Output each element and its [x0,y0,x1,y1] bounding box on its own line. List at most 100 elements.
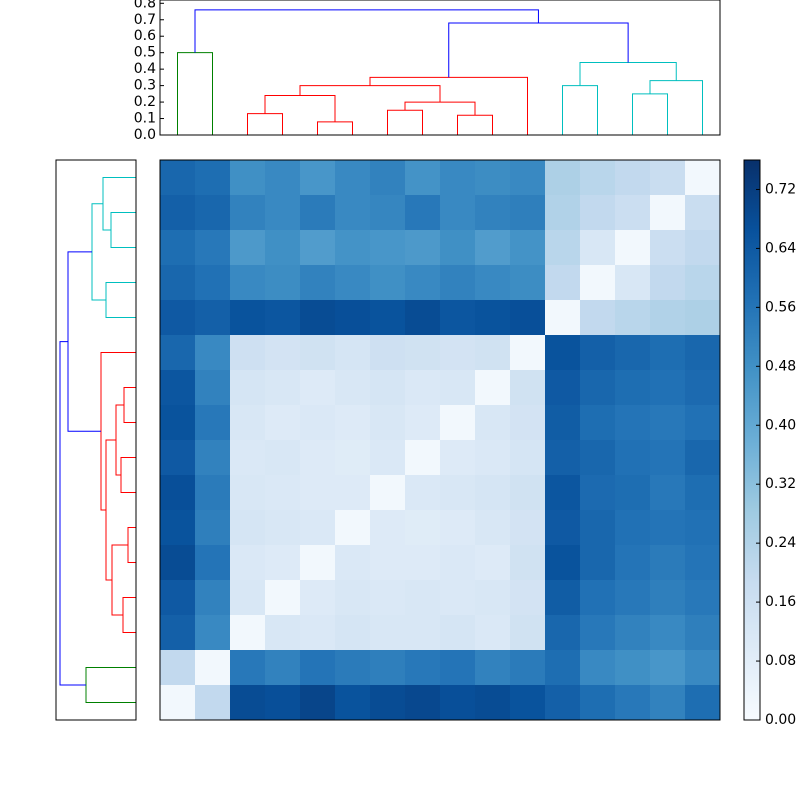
heatmap-frame [159,159,721,721]
heatmap-cell [335,475,371,511]
heatmap-cell [370,510,406,546]
heatmap-cell [265,615,301,651]
heatmap-cell [160,650,196,686]
left-dendrogram-link [91,203,106,301]
heatmap-cell [615,300,651,336]
heatmap-cell [265,230,301,266]
heatmap-cell [580,405,616,441]
heatmap-cell [405,335,441,371]
heatmap-cell [405,265,441,301]
left-dendrogram-link [115,404,124,476]
left-dendrogram-link [123,387,136,423]
heatmap-cell [230,335,266,371]
heatmap-cell [650,615,686,651]
heatmap-cell [475,335,511,371]
heatmap-cell [265,405,301,441]
heatmap-cell [545,300,581,336]
left-dendrogram-link [59,341,86,686]
heatmap-cell [370,405,406,441]
heatmap-cell [615,370,651,406]
heatmap-cell [650,545,686,581]
heatmap-cell [300,580,336,616]
heatmap-cell [160,265,196,301]
heatmap-cell [230,685,266,721]
heatmap-cell [265,545,301,581]
heatmap-cell [475,230,511,266]
heatmap-cell [370,300,406,336]
heatmap-cell [335,300,371,336]
heatmap-cell [335,685,371,721]
heatmap-cell [405,475,441,511]
heatmap-cell [510,265,546,301]
heatmap-cell [300,405,336,441]
top-dendrogram-link [562,85,598,135]
heatmap-cell [370,195,406,231]
heatmap-cell [580,545,616,581]
heatmap-cell [160,440,196,476]
heatmap-cell [265,510,301,546]
top-dendrogram-link [317,121,353,135]
heatmap-cell [370,230,406,266]
colorbar-tick-label: 0.16 [765,594,796,610]
heatmap-cell [510,545,546,581]
heatmap-cell [545,650,581,686]
heatmap-cell [160,615,196,651]
heatmap-cell [580,370,616,406]
heatmap-cell [650,580,686,616]
heatmap-cell [160,580,196,616]
top-dendrogram-link [632,93,668,135]
heatmap-cell [510,510,546,546]
heatmap-cell [335,580,371,616]
heatmap-cell [685,230,721,266]
heatmap-cell [440,265,476,301]
left-dendrogram-link [122,597,136,633]
y-tick-label: 0.3 [134,78,156,94]
heatmap-cell [300,370,336,406]
top-dendrogram-link [448,22,629,78]
heatmap-cell [265,265,301,301]
heatmap-cell [335,650,371,686]
heatmap-cell [580,510,616,546]
heatmap-cell [335,335,371,371]
heatmap-cell [195,230,231,266]
heatmap-cell [300,650,336,686]
heatmap-cell [335,230,371,266]
colorbar-tick-label: 0.40 [765,417,796,433]
heatmap-cell [405,650,441,686]
heatmap-cell [160,195,196,231]
heatmap-cell [615,440,651,476]
heatmap-cell [265,685,301,721]
heatmap-cell [685,195,721,231]
colorbar-tick-label: 0.56 [765,299,796,315]
heatmap-cell [545,510,581,546]
heatmap-cell [265,300,301,336]
heatmap-cell [195,300,231,336]
heatmap-cell [405,510,441,546]
heatmap-cell [405,615,441,651]
heatmap-cell [335,160,371,196]
heatmap-cell [440,545,476,581]
top-dendrogram-link [177,52,213,135]
heatmap-cell [685,335,721,371]
heatmap-cell [160,230,196,266]
top-dendrogram-link [247,113,283,135]
heatmap-cell [615,650,651,686]
heatmap-cell [650,300,686,336]
heatmap-cell [195,685,231,721]
colorbar-tick-label: 0.32 [765,476,796,492]
top-dendrogram-link [194,9,539,53]
heatmap-cell [405,160,441,196]
heatmap-cell [475,475,511,511]
heatmap-cell [510,685,546,721]
top-dendrogram-link [387,109,423,135]
y-tick-label: 0.2 [134,94,156,110]
heatmap-cell [370,685,406,721]
heatmap-cell [475,685,511,721]
heatmap-cell [475,440,511,476]
heatmap-cell [370,545,406,581]
heatmap-cell [440,370,476,406]
heatmap-cell [300,160,336,196]
heatmap-cell [370,475,406,511]
heatmap-cell [230,160,266,196]
heatmap-cell [650,335,686,371]
